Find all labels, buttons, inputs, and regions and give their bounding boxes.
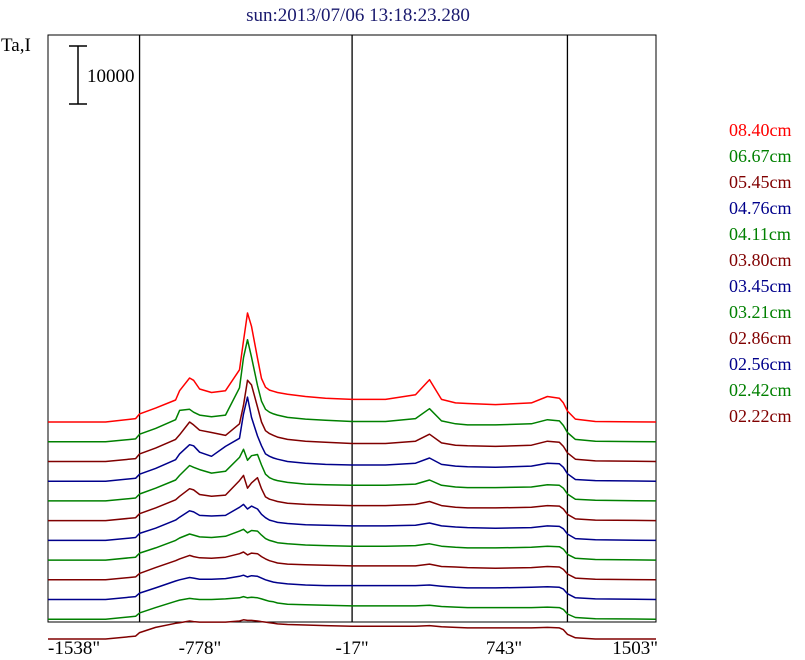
series-line-03.45cm	[48, 503, 657, 542]
series-line-03.80cm	[48, 474, 657, 522]
x-ticks: -1538" -778" -17" 743" 1503"	[48, 638, 658, 659]
legend-entry: 04.11cm	[729, 224, 791, 244]
legend-entry: 03.80cm	[729, 250, 792, 270]
series-line-02.86cm	[48, 551, 657, 581]
chart-title: sun:2013/07/06 13:18:23.280	[246, 5, 470, 26]
legend-entry: 03.45cm	[729, 276, 792, 296]
legend-entry: 06.67cm	[729, 146, 792, 166]
legend-entry: 05.45cm	[729, 172, 792, 192]
legend-entry: 02.22cm	[729, 406, 792, 426]
series-lines	[48, 312, 657, 640]
series-line-04.76cm	[48, 396, 657, 482]
legend-entry: 02.56cm	[729, 354, 792, 374]
y-axis-label: Ta,I	[1, 35, 31, 56]
scale-bar: 10000	[69, 45, 135, 105]
x-tick-label: -1538"	[48, 638, 100, 659]
legend: 08.40cm 06.67cm 05.45cm 04.76cm 04.11cm 03.80…	[729, 120, 792, 426]
x-tick-label: 1503"	[612, 638, 658, 659]
legend-entry: 03.21cm	[729, 302, 792, 322]
legend-entry: 02.86cm	[729, 328, 792, 348]
x-tick-label: -17"	[336, 638, 369, 659]
series-line-08.40cm	[48, 312, 657, 423]
x-tick-label: 743"	[486, 638, 522, 659]
legend-entry: 08.40cm	[729, 120, 792, 140]
scale-bar-label: 10000	[87, 66, 135, 87]
series-line-02.42cm	[48, 595, 657, 620]
legend-entry: 04.76cm	[729, 198, 792, 218]
series-line-02.56cm	[48, 574, 657, 601]
series-line-06.67cm	[48, 338, 657, 443]
series-line-02.22cm	[48, 619, 656, 640]
legend-entry: 02.42cm	[729, 380, 792, 400]
series-line-03.21cm	[48, 528, 657, 561]
x-tick-label: -778"	[179, 638, 222, 659]
series-line-05.45cm	[48, 379, 657, 463]
series-line-04.11cm	[48, 448, 657, 502]
vertical-lines	[138, 35, 569, 622]
